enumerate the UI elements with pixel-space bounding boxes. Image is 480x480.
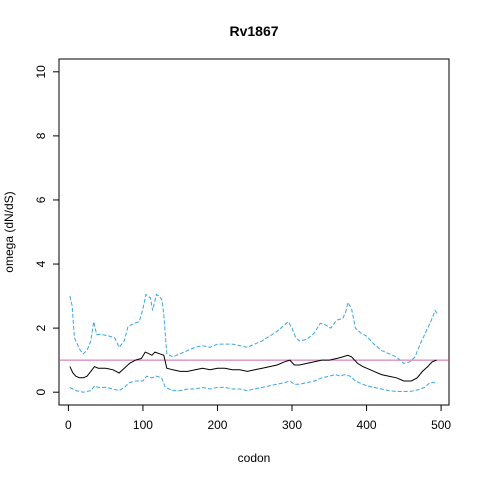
chart-title: Rv1867 — [229, 23, 278, 39]
x-tick-label: 0 — [65, 418, 72, 432]
y-tick-label: 0 — [34, 389, 48, 396]
y-tick-label: 8 — [34, 132, 48, 139]
x-axis-label: codon — [238, 451, 271, 465]
series-line-upper — [69, 293, 438, 364]
x-tick-label: 100 — [133, 418, 153, 432]
plot-area — [58, 58, 450, 406]
y-tick-label: 2 — [34, 324, 48, 331]
x-tick-label: 300 — [282, 418, 302, 432]
y-axis-label: omega (dN/dS) — [2, 191, 16, 272]
y-tick-label: 4 — [34, 260, 48, 267]
series-line-estimate — [69, 351, 437, 382]
y-axis: 0 2 4 6 8 10 — [34, 65, 59, 396]
x-tick-label: 500 — [431, 418, 451, 432]
x-tick-label: 400 — [357, 418, 377, 432]
x-axis: 0 100 200 300 400 500 — [65, 405, 451, 432]
x-tick-label: 200 — [207, 418, 227, 432]
plot-frame — [58, 58, 450, 406]
y-tick-label: 6 — [34, 196, 48, 203]
y-tick-label: 10 — [34, 65, 48, 79]
series-line-lower — [69, 374, 438, 393]
